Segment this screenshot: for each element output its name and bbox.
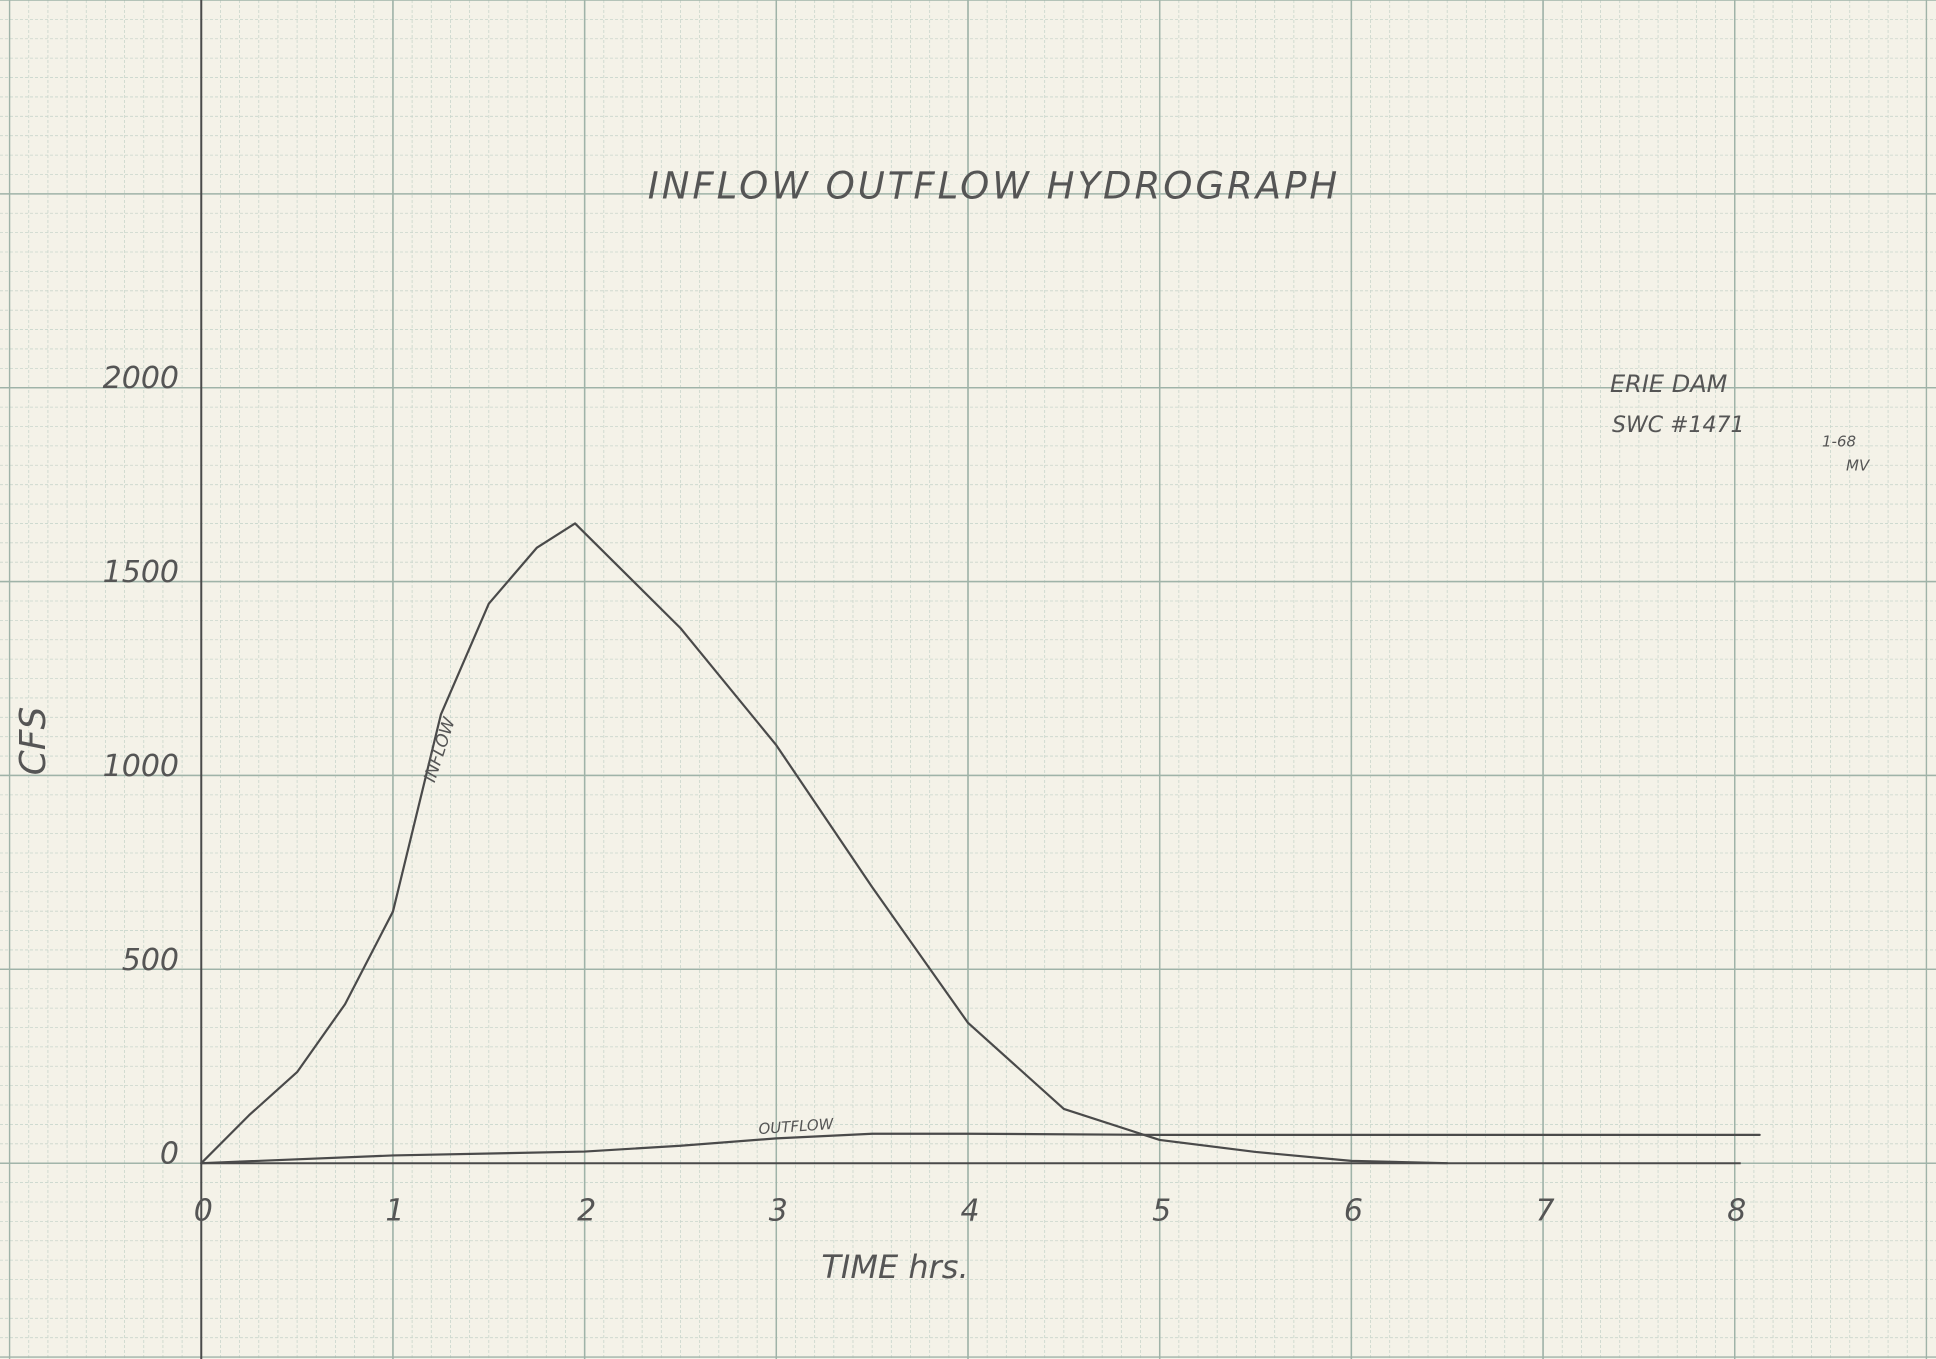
chart-title: INFLOW OUTFLOW HYDROGRAPH [648, 165, 1340, 208]
y-tick-label: 500 [122, 943, 179, 978]
y-tick-label: 1000 [103, 749, 179, 784]
y-tick-label: 1500 [103, 555, 179, 590]
x-tick-label: 7 [1536, 1194, 1555, 1229]
x-tick-label: 8 [1727, 1194, 1746, 1229]
x-axis-label: TIME hrs. [821, 1248, 968, 1286]
x-tick-label: 2 [577, 1194, 596, 1229]
annotation: MV [1846, 457, 1871, 475]
page: INFLOW OUTFLOW HYDROGRAPHTIME hrs.CFSINF… [0, 0, 1936, 1359]
annotation: 1-68 [1822, 433, 1856, 451]
y-axis-label: CFS [13, 707, 54, 776]
annotation: SWC #1471 [1612, 413, 1745, 438]
chart: INFLOW OUTFLOW HYDROGRAPHTIME hrs.CFSINF… [0, 0, 1936, 1359]
x-tick-label: 1 [385, 1194, 404, 1229]
x-tick-label: 4 [960, 1194, 979, 1229]
annotation: ERIE DAM [1610, 370, 1728, 398]
x-tick-label: 0 [194, 1194, 213, 1229]
y-tick-label: 0 [160, 1137, 179, 1172]
x-tick-label: 6 [1344, 1194, 1363, 1229]
x-tick-label: 3 [769, 1194, 788, 1229]
y-tick-label: 2000 [103, 361, 179, 396]
x-tick-label: 5 [1152, 1194, 1171, 1229]
